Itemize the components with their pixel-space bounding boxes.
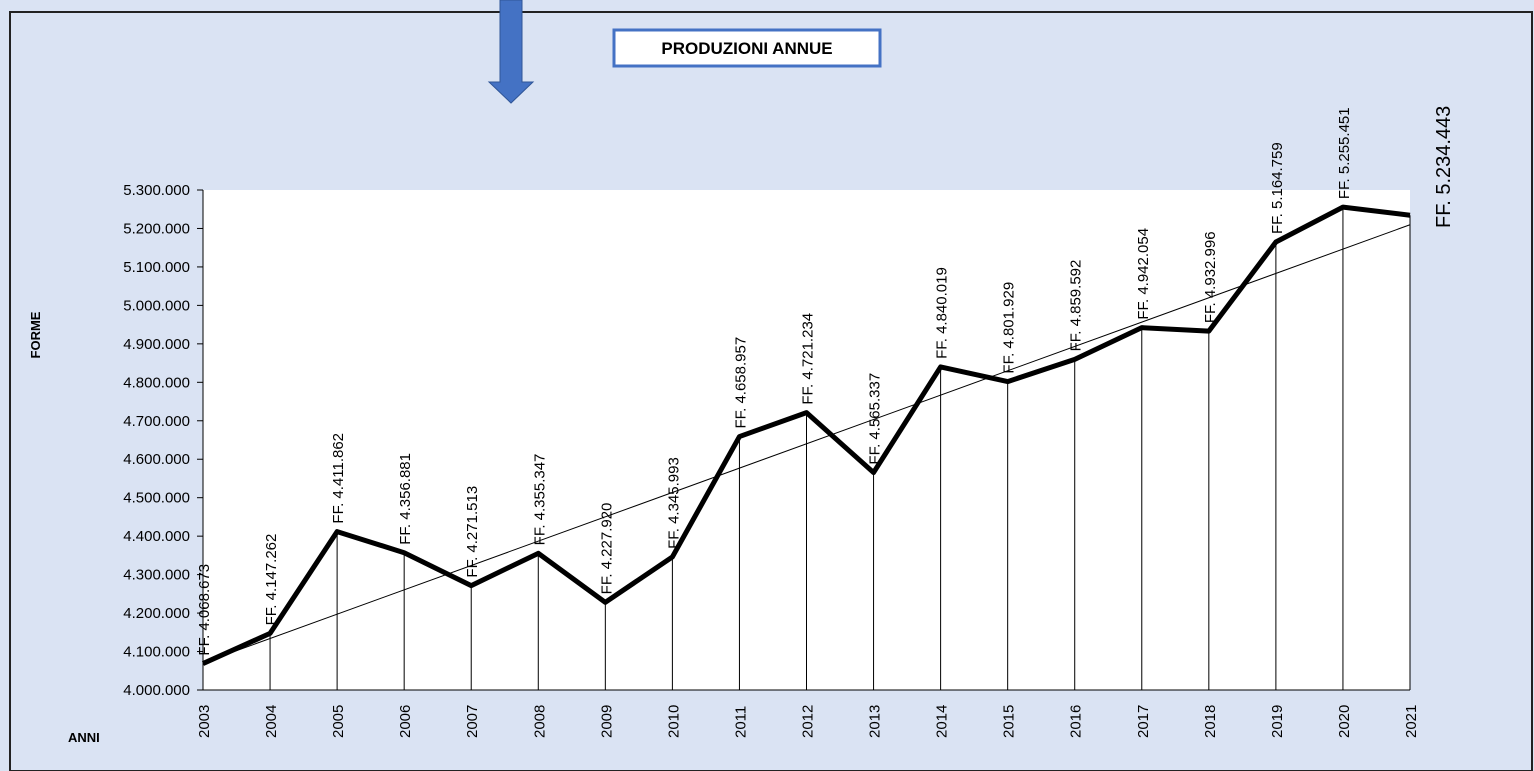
data-label: FF. 4.658.957 [732,337,749,429]
x-tick-label: 2021 [1403,705,1420,738]
x-tick-label: 2018 [1202,705,1219,738]
x-tick-label: 2015 [1001,705,1018,738]
data-label: FF. 4.271.513 [464,486,481,578]
data-label: FF. 5.234.443 [1433,106,1455,228]
data-label: FF. 5.164.759 [1269,142,1286,234]
x-axis-label: ANNI [68,730,100,745]
data-label: FF. 4.411.862 [330,433,347,524]
arrow [487,0,535,104]
data-label: FF. 4.068.673 [196,564,213,656]
data-label: FF. 5.255.451 [1336,107,1353,199]
x-tick-label: 2010 [665,705,682,738]
y-tick-label: 4.900.000 [123,336,190,353]
y-tick-label: 4.300.000 [123,567,190,584]
x-tick-label: 2017 [1135,705,1152,738]
x-tick-label: 2016 [1068,705,1085,738]
x-tick-label: 2013 [867,705,884,738]
y-tick-label: 5.000.000 [123,297,190,314]
y-tick-label: 4.000.000 [123,682,190,699]
x-tick-label: 2012 [800,705,817,738]
x-tick-label: 2008 [531,705,548,738]
title-box [612,28,882,68]
x-tick-label: 2006 [397,705,414,738]
y-tick-label: 4.400.000 [123,528,190,545]
x-tick-label: 2004 [263,705,280,738]
x-tick-label: 2009 [598,705,615,738]
x-tick-label: 2007 [464,705,481,738]
data-label: FF. 4.721.234 [800,313,817,405]
x-tick-label: 2020 [1336,705,1353,738]
trend-line [202,224,1411,664]
x-tick-label: 2005 [330,705,347,738]
y-tick-label: 4.200.000 [123,605,190,622]
y-tick-label: 5.200.000 [123,220,190,237]
y-tick-label: 5.100.000 [123,259,190,276]
y-tick-label: 4.600.000 [123,451,190,468]
data-label: FF. 4.801.929 [1001,282,1018,374]
chart-title: PRODUZIONI ANNUE [661,39,832,58]
data-label: FF. 4.355.347 [531,454,548,546]
data-label: FF. 4.356.881 [397,453,414,545]
x-tick-label: 2003 [196,705,213,738]
data-label: FF. 4.859.592 [1068,260,1085,352]
data-line [201,204,1411,666]
data-label: FF. 4.147.262 [263,534,280,626]
data-label: FF. 4.840.019 [934,267,951,359]
x-tick-label: 2019 [1269,705,1286,738]
y-tick-label: 5.300.000 [123,182,190,199]
y-tick-label: 4.100.000 [123,644,190,661]
data-label: FF. 4.227.920 [598,503,615,595]
x-tick-label: 2014 [934,705,951,738]
data-label: FF. 4.942.054 [1135,228,1152,320]
y-tick-label: 4.500.000 [123,490,190,507]
y-tick-label: 4.700.000 [123,413,190,430]
y-axis-label: FORME [28,311,43,358]
y-tick-label: 4.800.000 [123,374,190,391]
x-tick-label: 2011 [732,706,749,738]
data-label: FF. 4.345.993 [665,457,682,549]
data-label: FF. 4.932.996 [1202,231,1219,323]
